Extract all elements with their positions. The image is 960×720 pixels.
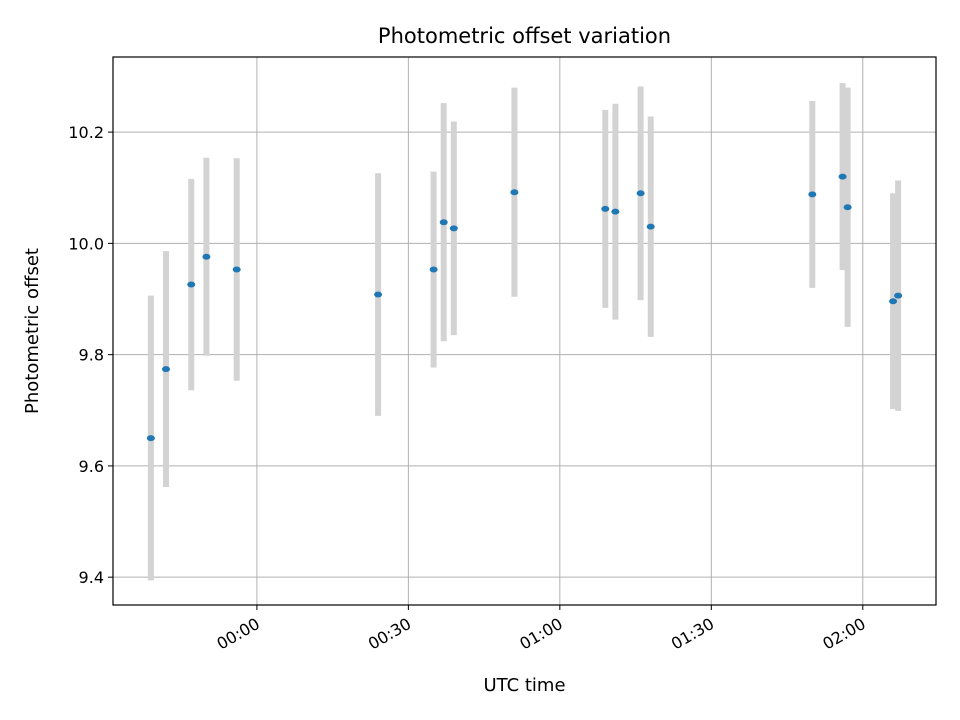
y-tick-label: 9.4: [79, 568, 104, 587]
data-point: [374, 291, 383, 298]
data-point: [429, 266, 438, 273]
y-tick-label: 10.2: [68, 123, 104, 142]
data-point: [187, 281, 196, 288]
data-point: [894, 292, 903, 299]
data-point: [202, 253, 211, 260]
data-point: [889, 298, 898, 305]
data-point: [162, 366, 171, 373]
data-point: [146, 435, 155, 442]
data-point: [808, 191, 817, 198]
data-point: [611, 208, 620, 215]
y-tick-label: 10.0: [68, 234, 104, 253]
data-point: [601, 205, 610, 212]
data-point: [510, 189, 519, 196]
chart-title: Photometric offset variation: [378, 24, 671, 48]
data-point: [646, 223, 655, 230]
grid: [113, 57, 936, 605]
data-point: [843, 204, 852, 211]
data-point: [636, 190, 645, 197]
x-axis-label: UTC time: [483, 675, 565, 696]
data-point: [838, 173, 847, 180]
data-points: [146, 173, 903, 442]
y-tick-label: 9.8: [79, 346, 104, 365]
data-point: [232, 266, 241, 273]
y-axis: 9.4 9.6 9.8 10.0 10.2: [68, 123, 113, 587]
y-tick-label: 9.6: [79, 457, 104, 476]
data-point: [449, 225, 458, 232]
data-point: [439, 219, 448, 226]
y-axis-label: Photometric offset: [22, 248, 43, 414]
plot-area-frame: [112, 56, 937, 606]
